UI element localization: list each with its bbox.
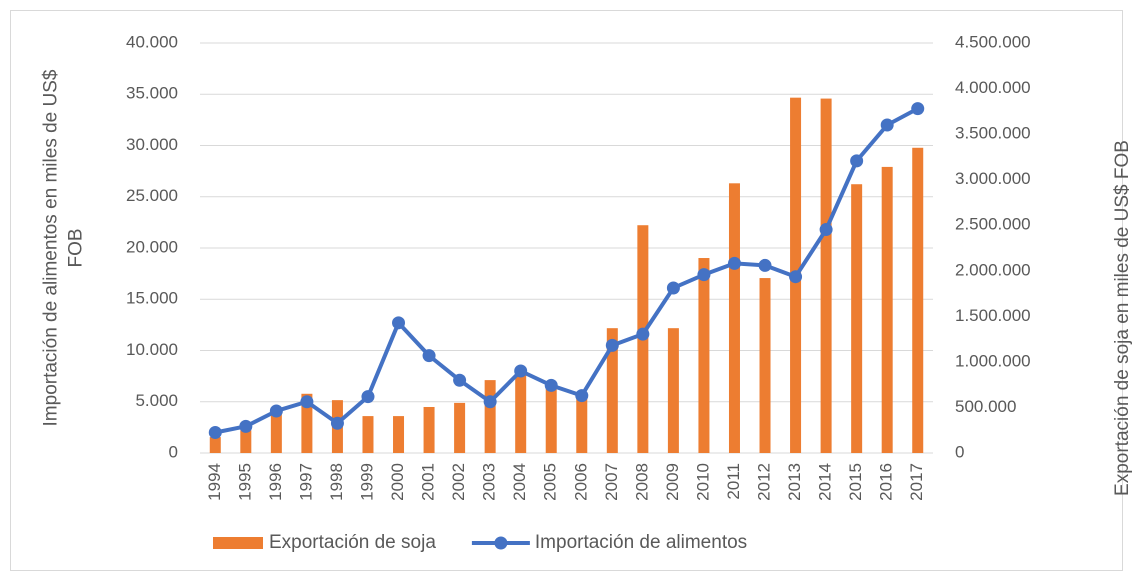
x-tick-label: 2001: [419, 463, 438, 501]
chart-border: [10, 10, 1123, 571]
marker: [208, 426, 222, 439]
bar: [515, 371, 527, 453]
bar: [576, 394, 588, 453]
bar: [759, 278, 771, 453]
bar: [240, 430, 252, 453]
bar: [606, 328, 618, 453]
x-tick-label: 1999: [357, 463, 376, 501]
y-tick-label: 30.000: [126, 135, 178, 154]
x-tick-label: 2005: [541, 463, 560, 501]
y2-tick-label: 4.000.000: [955, 78, 1031, 97]
y-tick-label: 35.000: [126, 84, 178, 103]
marker: [422, 349, 436, 363]
marker: [514, 364, 528, 378]
y-axis-title: Importación de alimentos en miles de US$…: [41, 69, 87, 426]
x-tick-label: 2012: [755, 463, 774, 501]
marker: [819, 223, 833, 237]
y-tick-label: 5.000: [135, 391, 178, 410]
marker: [880, 118, 894, 132]
bar: [728, 183, 740, 454]
x-tick-label: 2004: [510, 463, 529, 501]
bar: [851, 184, 863, 453]
marker: [911, 102, 925, 116]
marker: [544, 378, 558, 392]
y2-tick-label: 3.000.000: [955, 169, 1031, 188]
marker: [697, 268, 711, 282]
bar: [301, 393, 313, 453]
x-tick-label: 1995: [235, 463, 254, 501]
bar: [362, 416, 374, 453]
x-tick-label: 1998: [327, 463, 346, 501]
legend-swatch: [213, 537, 263, 549]
x-tick-label: 2003: [480, 463, 499, 501]
legend-item: Importación de alimentos: [471, 532, 747, 553]
legend-marker: [494, 536, 508, 550]
y-tick-label: 15.000: [126, 289, 178, 308]
legend-label: Exportación de soja: [269, 532, 436, 553]
y2-tick-label: 2.500.000: [955, 215, 1031, 234]
marker: [300, 395, 314, 409]
legend-label: Importación de alimentos: [535, 532, 747, 553]
x-tick-label: 2013: [785, 463, 804, 501]
x-tick-label: 2009: [663, 463, 682, 501]
bar: [423, 406, 435, 453]
marker: [269, 404, 283, 418]
x-tick-label: 1997: [296, 463, 315, 501]
y2-tick-label: 500.000: [955, 397, 1016, 416]
bar: [545, 382, 557, 453]
x-tick-label: 2002: [449, 463, 468, 501]
marker: [361, 390, 375, 404]
x-tick-label: 1996: [266, 463, 285, 501]
x-tick-label: 2000: [388, 463, 407, 501]
marker: [850, 154, 864, 168]
marker: [666, 281, 680, 295]
x-tick-label: 2008: [632, 463, 651, 501]
marker: [453, 373, 467, 387]
y-tick-label: 10.000: [126, 340, 178, 359]
bar: [270, 412, 282, 453]
y2-axis-title: Exportación de soja en miles de US$ FOB: [1112, 140, 1133, 496]
bar: [209, 437, 221, 453]
y-tick-label: 25.000: [126, 186, 178, 205]
x-tick-label: 2007: [602, 463, 621, 501]
marker: [392, 316, 406, 330]
marker: [483, 395, 497, 409]
x-tick-label: 2014: [816, 463, 835, 501]
y-tick-label: 0: [169, 442, 178, 461]
bar: [454, 402, 466, 453]
bar: [667, 328, 679, 453]
x-tick-label: 2010: [693, 463, 712, 501]
y-tick-label: 40.000: [126, 32, 178, 51]
x-tick-label: 1994: [205, 463, 224, 501]
marker: [239, 419, 253, 433]
bar: [881, 166, 893, 453]
legend-item: Exportación de soja: [213, 532, 436, 553]
x-tick-label: 2016: [877, 463, 896, 501]
y2-tick-label: 1.000.000: [955, 351, 1031, 370]
x-tick-label: 2015: [846, 463, 865, 501]
marker: [789, 270, 803, 284]
bar: [698, 258, 710, 453]
bar: [393, 416, 405, 453]
x-tick-label: 2006: [571, 463, 590, 501]
y2-tick-label: 4.500.000: [955, 32, 1031, 51]
y2-tick-label: 2.000.000: [955, 260, 1031, 279]
marker: [330, 416, 344, 430]
y-tick-label: 20.000: [126, 237, 178, 256]
y2-tick-label: 3.500.000: [955, 124, 1031, 143]
marker: [636, 327, 650, 341]
marker: [727, 256, 741, 270]
x-tick-label: 2011: [724, 463, 743, 500]
bar: [912, 147, 924, 453]
marker: [575, 389, 589, 403]
bar: [820, 98, 832, 454]
marker: [758, 258, 772, 272]
y2-tick-label: 1.500.000: [955, 306, 1031, 325]
y2-tick-label: 0: [955, 442, 964, 461]
bar: [484, 380, 496, 453]
x-tick-label: 2017: [907, 463, 926, 501]
marker: [605, 338, 619, 352]
